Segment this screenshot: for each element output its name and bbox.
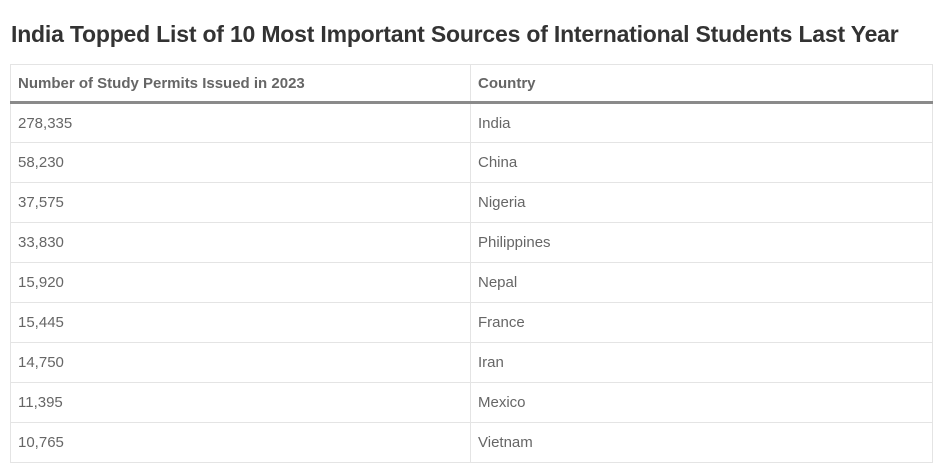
table-row: 33,830 Philippines — [10, 222, 933, 263]
country-cell: Nigeria — [470, 182, 933, 223]
table-row: 10,765 Vietnam — [10, 422, 933, 463]
permits-cell: 15,445 — [10, 302, 471, 343]
permits-cell: 15,920 — [10, 262, 471, 303]
permits-cell: 37,575 — [10, 182, 471, 223]
permits-cell: 33,830 — [10, 222, 471, 263]
permits-cell: 11,395 — [10, 382, 471, 423]
permits-cell: 278,335 — [10, 102, 471, 143]
column-header-permits[interactable]: Number of Study Permits Issued in 2023 — [10, 64, 471, 104]
table-row: 15,445 France — [10, 302, 933, 343]
permits-cell: 58,230 — [10, 142, 471, 183]
country-cell: Nepal — [470, 262, 933, 303]
column-header-country[interactable]: Country — [470, 64, 933, 104]
country-cell: India — [470, 102, 933, 143]
permits-cell: 10,765 — [10, 422, 471, 463]
table-row: 11,395 Mexico — [10, 382, 933, 423]
permits-table: Number of Study Permits Issued in 2023 C… — [10, 64, 933, 463]
country-cell: China — [470, 142, 933, 183]
country-cell: Mexico — [470, 382, 933, 423]
country-cell: Vietnam — [470, 422, 933, 463]
table-row: 14,750 Iran — [10, 342, 933, 383]
table-row: 278,335 India — [10, 102, 933, 143]
permits-cell: 14,750 — [10, 342, 471, 383]
table-title: India Topped List of 10 Most Important S… — [11, 21, 899, 47]
country-cell: Iran — [470, 342, 933, 383]
table-header-row: Number of Study Permits Issued in 2023 C… — [10, 64, 933, 104]
table-row: 58,230 China — [10, 142, 933, 183]
table-row: 15,920 Nepal — [10, 262, 933, 303]
country-cell: Philippines — [470, 222, 933, 263]
table-row: 37,575 Nigeria — [10, 182, 933, 223]
country-cell: France — [470, 302, 933, 343]
